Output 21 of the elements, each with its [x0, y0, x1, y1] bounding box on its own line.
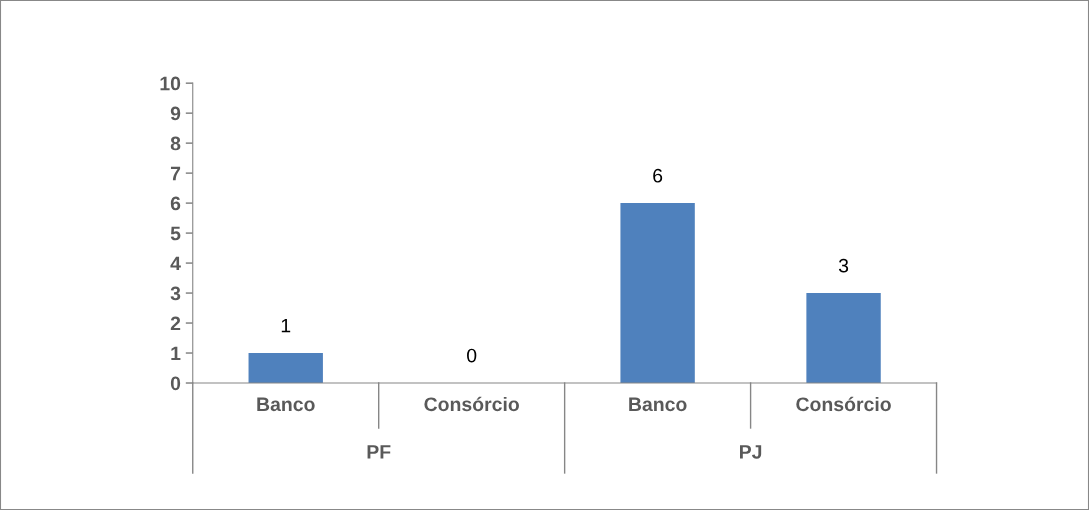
- y-tick-label: 7: [170, 166, 181, 181]
- y-tick-label: 3: [170, 286, 181, 301]
- x-tick-label: Banco: [629, 397, 687, 412]
- x-tick-label: Banco: [257, 397, 315, 412]
- y-tick-label: 5: [170, 226, 181, 241]
- text: PF: [367, 445, 391, 459]
- data-label: 0: [467, 348, 477, 363]
- y-tick-label: 2: [170, 316, 181, 331]
- data-label: 6: [653, 168, 663, 183]
- text: PJ: [740, 445, 762, 459]
- y-tick-label: 4: [170, 256, 181, 271]
- y-tick-label: 10: [160, 76, 181, 91]
- y-tick-label: 8: [170, 136, 181, 151]
- y-tick-label: 9: [170, 106, 181, 121]
- y-tick-label: 1: [171, 346, 181, 361]
- x-tick-label: Consórcio: [796, 396, 891, 412]
- x-tick-label: Consórcio: [424, 396, 519, 412]
- data-label: 1: [281, 318, 291, 333]
- y-tick-label: 6: [170, 196, 181, 211]
- y-tick-label: 0: [170, 376, 181, 391]
- data-label: 3: [838, 258, 849, 273]
